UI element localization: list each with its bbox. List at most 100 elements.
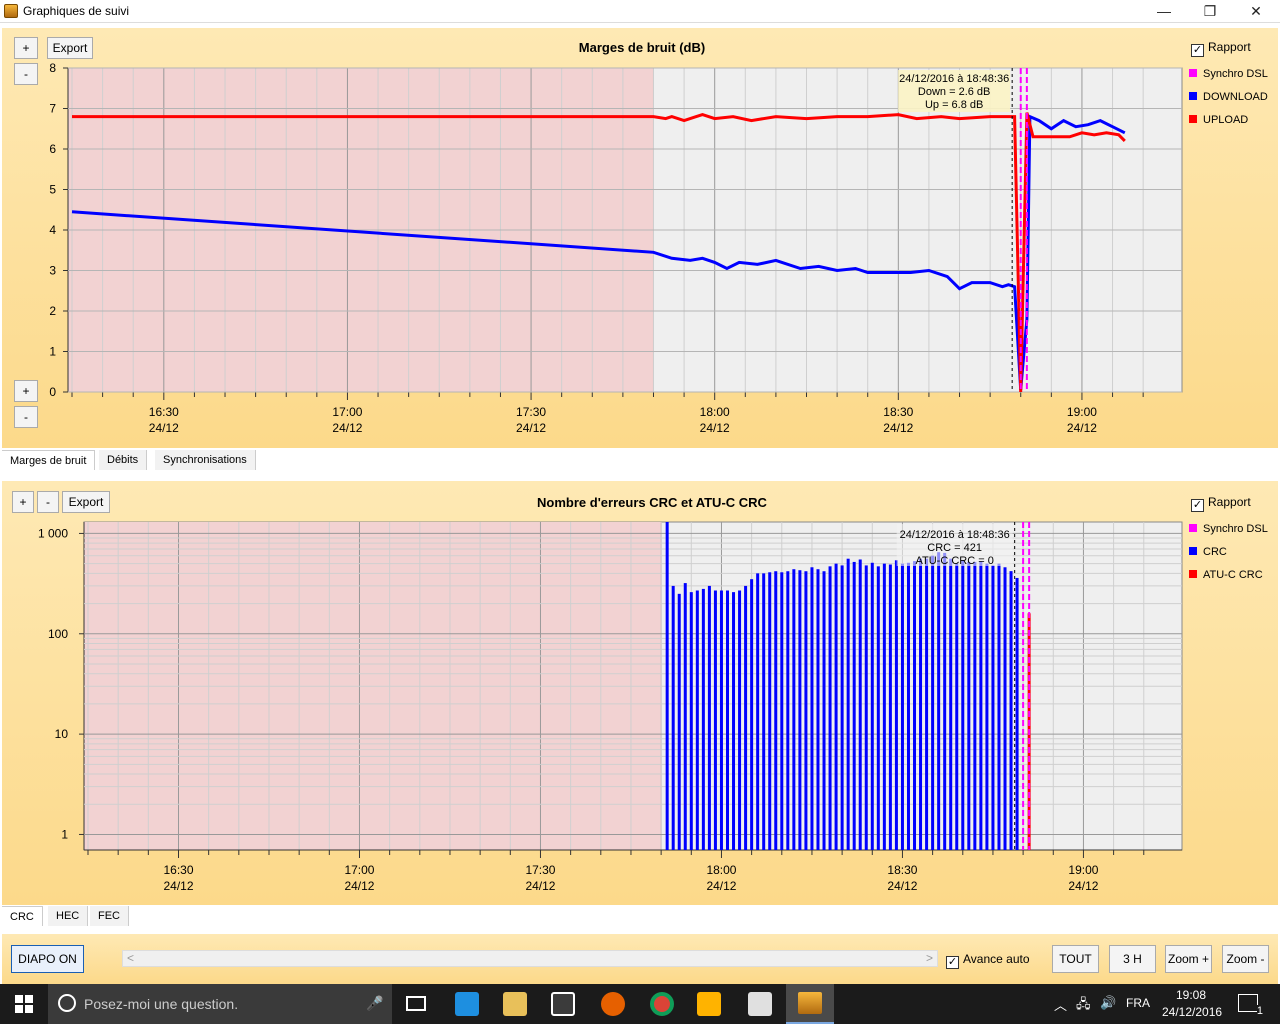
bar-crc	[876, 566, 880, 850]
minimize-button[interactable]: —	[1157, 3, 1171, 19]
volume-icon[interactable]: 🔊	[1100, 995, 1117, 1010]
x-tick-label-date: 24/12	[700, 421, 730, 435]
y-tick-label: 0	[49, 385, 56, 399]
chrome-icon[interactable]	[650, 992, 674, 1016]
x-tick-label-date: 24/12	[516, 421, 546, 435]
active-app-taskbar-item[interactable]	[786, 984, 834, 1024]
search-placeholder: Posez-moi une question.	[84, 996, 239, 1012]
bar-crc	[840, 565, 844, 850]
bar-crc	[1009, 571, 1013, 850]
bar-crc	[888, 564, 892, 850]
bar-crc	[955, 563, 959, 850]
rapport-checkbox[interactable]: ✓ Rapport	[1191, 495, 1251, 512]
zoom-out-y-button[interactable]: -	[14, 63, 38, 85]
x-tick-label-time: 17:30	[525, 863, 555, 877]
avance-auto-checkbox[interactable]: ✓ Avance auto	[946, 952, 1030, 969]
time-scrollbar[interactable]: < >	[122, 950, 938, 967]
tab-fec[interactable]: FEC	[90, 906, 129, 926]
bottom-controls: DIAPO ON < > ✓ Avance auto TOUT 3 H Zoom …	[2, 934, 1278, 984]
diapo-button[interactable]: DIAPO ON	[11, 945, 84, 973]
y-tick-label: 1	[49, 345, 56, 359]
bar-crc	[689, 592, 693, 850]
scroll-left-arrow[interactable]: <	[127, 951, 135, 965]
cortana-icon	[58, 994, 76, 1012]
title-bar: Graphiques de suivi — ❐ ✕	[0, 0, 1280, 23]
bar-crc	[828, 566, 832, 850]
bar-crc	[919, 558, 923, 850]
bar-crc	[774, 571, 778, 850]
bar-crc	[900, 563, 904, 850]
bar-crc	[732, 592, 736, 850]
legend-item-download: DOWNLOAD	[1189, 91, 1268, 114]
edge-icon[interactable]	[455, 992, 479, 1016]
tab-hec[interactable]: HEC	[48, 906, 89, 926]
task-view-icon[interactable]	[406, 996, 426, 1011]
zoom-minus-button[interactable]: Zoom -	[1222, 945, 1269, 973]
cursor-tooltip	[898, 70, 1011, 112]
windows-start-icon[interactable]	[15, 995, 33, 1013]
clock-time[interactable]: 19:08	[1176, 988, 1207, 1002]
bar-crc	[725, 590, 729, 850]
tooltip-line: Up = 6.8 dB	[925, 99, 983, 111]
restore-button[interactable]: ❐	[1203, 3, 1217, 19]
bar-crc	[949, 558, 953, 850]
rapport-checkbox[interactable]: ✓ Rapport	[1191, 40, 1251, 57]
bar-crc	[780, 572, 784, 850]
x-tick-label-time: 16:30	[163, 863, 193, 877]
y-tick-label: 1	[61, 827, 68, 841]
x-tick-label-date: 24/12	[1067, 421, 1097, 435]
close-button[interactable]: ✕	[1250, 3, 1262, 19]
zoom-in-y-button[interactable]: +	[14, 37, 38, 59]
zoom-plus-button[interactable]: Zoom +	[1165, 945, 1212, 973]
bar-crc	[1003, 567, 1007, 850]
calculator-icon[interactable]	[748, 992, 772, 1016]
bar-crc	[762, 573, 766, 850]
scroll-right-arrow[interactable]: >	[925, 951, 933, 965]
y-tick-label: 7	[49, 102, 56, 116]
tab-synchronisations[interactable]: Synchronisations	[155, 450, 256, 470]
tab-marges-de-bruit[interactable]: Marges de bruit	[2, 450, 96, 470]
tab-debits[interactable]: Débits	[99, 450, 148, 470]
chevron-up-icon[interactable]: ︿	[1054, 998, 1068, 1013]
tab-crc[interactable]: CRC	[2, 906, 43, 926]
x-tick-label-time: 18:30	[887, 863, 917, 877]
x-tick-label-time: 18:00	[706, 863, 736, 877]
bar-crc	[961, 560, 965, 850]
legend-item-upload: UPLOAD	[1189, 114, 1268, 137]
x-tick-label-date: 24/12	[163, 879, 193, 893]
x-tick-label-time: 17:30	[516, 405, 546, 419]
language-indicator[interactable]: FRA	[1126, 996, 1150, 1010]
x-tick-label-time: 18:30	[883, 405, 913, 419]
y-tick-label: 3	[49, 264, 56, 278]
bar-crc	[786, 571, 790, 850]
zoom-out-y-button[interactable]: -	[37, 491, 59, 513]
pan-down-button[interactable]: -	[14, 406, 38, 428]
export-button[interactable]: Export	[62, 491, 110, 513]
bar-crc	[756, 573, 760, 850]
zoom-in-y-button[interactable]: +	[12, 491, 34, 513]
tout-button[interactable]: TOUT	[1052, 945, 1099, 973]
y-tick-label: 100	[48, 627, 68, 641]
file-explorer-icon[interactable]	[503, 992, 527, 1016]
bar-crc	[798, 570, 802, 850]
crc-tabs: CRC HEC FEC	[2, 906, 1278, 926]
media-player-icon[interactable]	[697, 992, 721, 1016]
clock-date[interactable]: 24/12/2016	[1162, 1005, 1223, 1019]
x-tick-label-time: 19:00	[1067, 405, 1097, 419]
search-box[interactable]: Posez-moi une question. 🎤	[48, 984, 392, 1024]
network-icon[interactable]: 🖧	[1076, 996, 1091, 1011]
bar-crc	[864, 565, 868, 850]
three-hours-button[interactable]: 3 H	[1109, 945, 1156, 973]
export-button[interactable]: Export	[47, 37, 93, 59]
pan-up-button[interactable]: +	[14, 380, 38, 402]
x-tick-label-date: 24/12	[887, 879, 917, 893]
notification-center-icon[interactable]: 1	[1238, 994, 1263, 1017]
firefox-icon[interactable]	[601, 992, 625, 1016]
noise-tabs: Marges de bruit Débits Synchronisations	[2, 450, 1278, 470]
store-icon[interactable]	[551, 992, 575, 1016]
bar-crc	[973, 561, 977, 850]
y-tick-label: 2	[49, 304, 56, 318]
microphone-icon[interactable]: 🎤	[366, 995, 384, 1011]
bar-crc	[937, 552, 941, 850]
bar-crc	[695, 590, 699, 850]
